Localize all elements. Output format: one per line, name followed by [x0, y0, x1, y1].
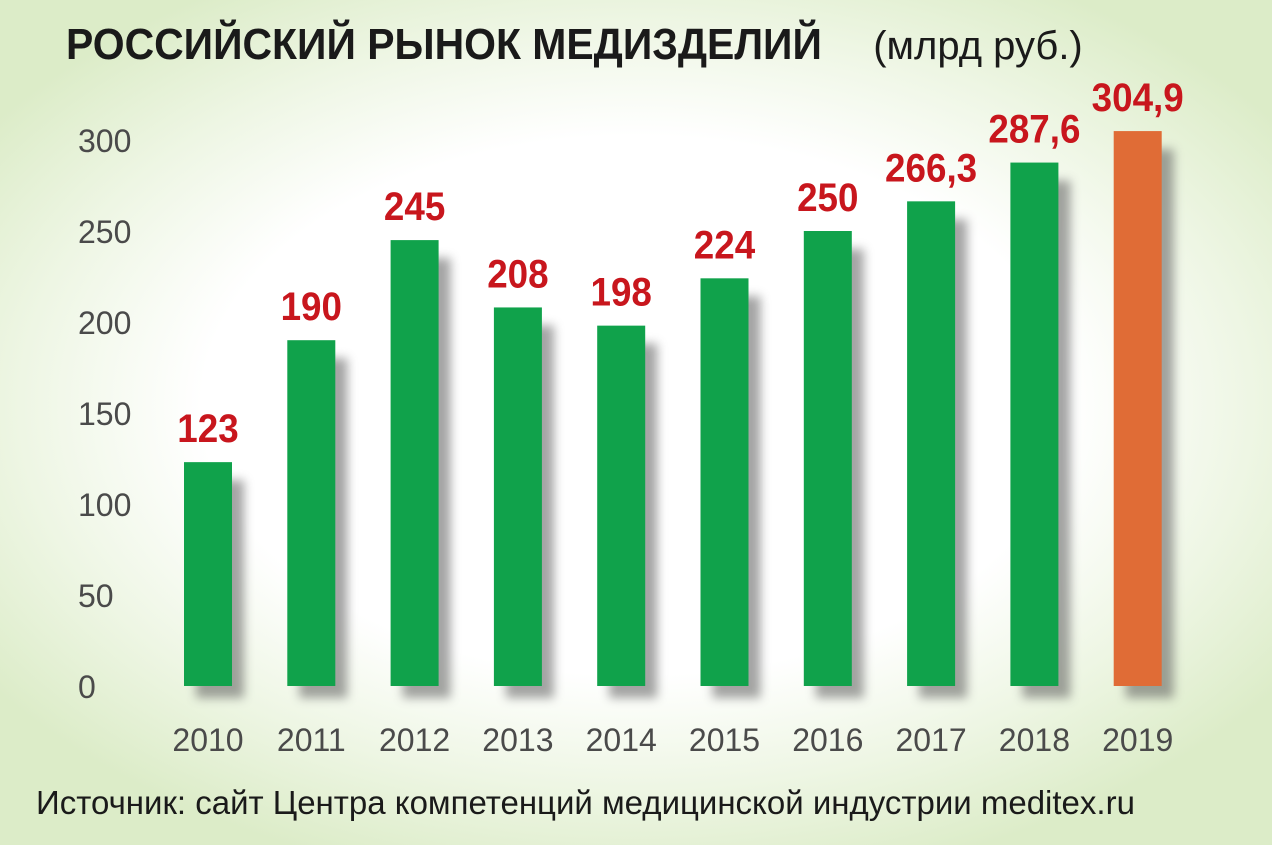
- bar-2011: [287, 340, 336, 686]
- y-tick-label: 250: [78, 214, 131, 250]
- bar-2016: [803, 231, 852, 686]
- value-label: 224: [694, 223, 756, 268]
- y-tick-label: 0: [78, 669, 96, 705]
- x-axis: 2010 2011 2012 2013 2014 2015 2016 2017 2018 2019: [172, 722, 1173, 758]
- x-tick-label: 2012: [379, 722, 450, 758]
- x-tick-label: 2013: [482, 722, 553, 758]
- value-label: 250: [797, 176, 858, 221]
- x-tick-label: 2015: [689, 722, 760, 758]
- bar-2015: [700, 278, 749, 686]
- value-label: 198: [591, 270, 652, 315]
- y-tick-label: 100: [78, 487, 131, 523]
- source-note: Источник: сайт Центра компетенций медици…: [36, 784, 1135, 821]
- bar-2012: [390, 240, 439, 686]
- bar-2017: [907, 201, 956, 687]
- bar-2018: [1010, 162, 1059, 686]
- value-label: 190: [281, 285, 342, 330]
- x-tick-label: 2017: [896, 722, 967, 758]
- x-tick-label: 2016: [792, 722, 863, 758]
- bar-2010: [184, 462, 232, 686]
- x-tick-label: 2011: [277, 722, 346, 758]
- value-label: 208: [487, 252, 548, 297]
- bar-2013: [493, 307, 542, 686]
- y-tick-label: 300: [78, 123, 131, 159]
- bar-2019: [1113, 131, 1162, 686]
- chart-title: РОССИЙСКИЙ РЫНОК МЕДИЗДЕЛИЙ (млрд руб.): [66, 20, 1083, 70]
- y-tick-label: 50: [78, 578, 114, 614]
- value-label: 304,9: [1092, 76, 1184, 121]
- x-tick-label: 2014: [586, 722, 657, 758]
- x-tick-label: 2010: [172, 722, 243, 758]
- title-unit: (млрд руб.): [873, 24, 1083, 68]
- value-label: 266,3: [885, 146, 977, 191]
- y-axis: 0 50 100 150 200 250 300: [78, 123, 131, 705]
- bars: [184, 131, 1162, 687]
- bar-2014: [597, 325, 646, 686]
- value-label: 287,6: [988, 107, 1080, 152]
- y-tick-label: 150: [78, 396, 131, 432]
- y-tick-label: 200: [78, 305, 131, 341]
- value-label: 123: [177, 407, 238, 452]
- value-label: 245: [384, 185, 445, 230]
- x-tick-label: 2018: [999, 722, 1070, 758]
- title-main: РОССИЙСКИЙ РЫНОК МЕДИЗДЕЛИЙ: [66, 20, 822, 69]
- x-tick-label: 2019: [1102, 722, 1173, 758]
